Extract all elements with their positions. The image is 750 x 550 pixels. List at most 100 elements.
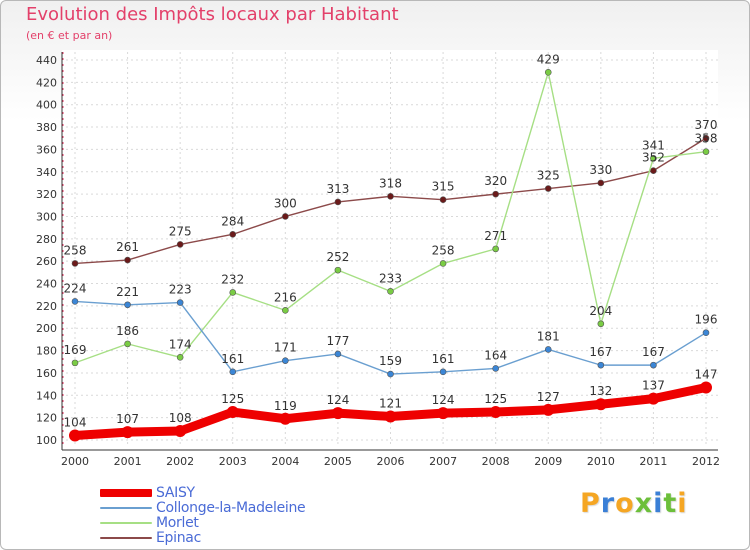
x-tick-label: 2002 (166, 455, 194, 468)
y-tick-label: 220 (36, 300, 57, 313)
data-label: 119 (274, 399, 297, 413)
data-label: 204 (589, 304, 612, 318)
y-tick-label: 340 (36, 166, 57, 179)
data-label: 124 (432, 393, 455, 407)
legend-label: SAISY (156, 485, 195, 501)
data-label: 325 (537, 169, 560, 183)
data-point (597, 320, 605, 328)
data-label: 167 (589, 345, 612, 359)
data-point (439, 368, 447, 376)
data-point (492, 190, 499, 198)
data-label: 121 (379, 397, 402, 411)
data-point (650, 361, 657, 369)
data-point (71, 359, 79, 367)
data-point (700, 381, 712, 394)
legend-item: Morlet (100, 515, 400, 531)
data-label: 107 (116, 412, 139, 426)
data-label: 125 (221, 392, 244, 406)
data-label: 161 (221, 352, 244, 366)
data-point (647, 392, 660, 405)
data-point (650, 155, 657, 162)
x-tick-label: 2004 (271, 455, 299, 468)
data-point (71, 298, 79, 305)
y-tick-label: 120 (36, 412, 57, 425)
data-point (387, 193, 394, 200)
legend-label: Morlet (156, 515, 199, 531)
data-label: 258 (432, 243, 455, 257)
x-tick-label: 2008 (482, 455, 510, 468)
legend-item: Collonge-la-Madeleine (100, 500, 400, 516)
data-point (176, 299, 184, 306)
y-tick-label: 140 (36, 389, 57, 402)
data-label: 124 (326, 393, 349, 407)
data-point (282, 357, 289, 364)
data-point (229, 231, 237, 238)
data-label: 181 (537, 329, 560, 343)
data-point (124, 301, 131, 309)
chart-title: Evolution des Impôts locaux par Habitant (26, 4, 399, 25)
y-tick-label: 240 (36, 278, 57, 291)
data-point (384, 410, 397, 423)
data-point (544, 68, 552, 76)
data-label: 171 (274, 341, 297, 355)
legend-item: SAISY (100, 485, 400, 501)
legend-swatch (100, 522, 152, 524)
x-tick-label: 2007 (429, 455, 457, 468)
data-label: 358 (695, 132, 718, 146)
data-label: 174 (169, 337, 192, 351)
logo-letter: i (677, 488, 688, 519)
data-point (542, 403, 555, 416)
data-label: 271 (484, 229, 507, 243)
data-label: 341 (642, 138, 665, 152)
data-label: 221 (116, 285, 139, 299)
data-point (492, 245, 499, 253)
data-point (439, 260, 447, 267)
data-label: 104 (64, 416, 87, 430)
y-tick-label: 160 (36, 367, 57, 380)
data-label: 161 (432, 352, 455, 366)
data-point (594, 398, 607, 411)
data-point (176, 353, 184, 361)
data-point (176, 241, 184, 248)
data-point (387, 370, 394, 378)
data-label: 284 (221, 214, 244, 228)
data-point (71, 260, 79, 267)
y-tick-label: 200 (36, 322, 57, 335)
data-point (492, 365, 499, 372)
y-tick-label: 180 (36, 345, 57, 358)
y-tick-label: 260 (36, 255, 57, 268)
data-point (702, 329, 710, 337)
data-label: 232 (221, 272, 244, 286)
data-point (282, 213, 289, 220)
y-tick-label: 320 (36, 188, 57, 201)
data-label: 108 (169, 411, 192, 425)
legend-label: Epinac (156, 530, 201, 546)
data-point (174, 425, 187, 438)
data-point (334, 350, 342, 358)
data-label: 275 (169, 224, 192, 238)
data-point (226, 406, 239, 419)
data-label: 300 (274, 196, 297, 210)
data-label: 169 (64, 343, 87, 357)
logo-letter: r (600, 488, 616, 519)
x-tick-label: 2006 (377, 455, 405, 468)
data-label: 429 (537, 52, 560, 66)
y-tick-label: 280 (36, 233, 57, 246)
data-label: 318 (379, 176, 402, 190)
data-point (544, 185, 552, 192)
data-label: 137 (642, 379, 665, 393)
legend-swatch (100, 489, 152, 497)
data-label: 261 (116, 240, 139, 254)
logo-letter: t (663, 488, 678, 519)
x-tick-label: 2003 (219, 455, 247, 468)
data-point (331, 407, 344, 420)
x-tick-label: 2010 (587, 455, 615, 468)
y-tick-label: 360 (36, 143, 57, 156)
logo-letter: P (580, 488, 601, 519)
data-point (69, 429, 81, 442)
y-tick-label: 300 (36, 210, 57, 223)
data-label: 258 (64, 243, 87, 257)
x-tick-label: 2001 (114, 455, 142, 468)
data-label: 127 (537, 390, 560, 404)
data-label: 216 (274, 290, 297, 304)
